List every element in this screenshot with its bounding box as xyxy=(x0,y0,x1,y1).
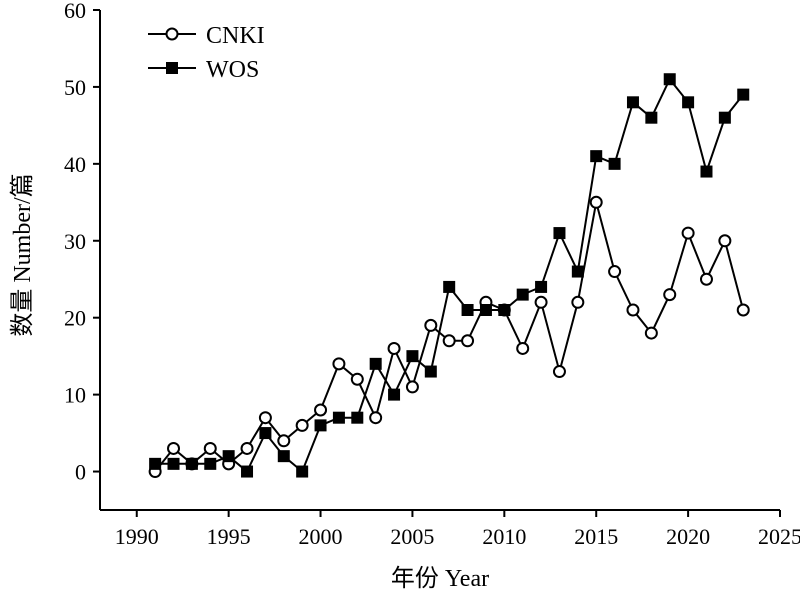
cnki-point-2005 xyxy=(405,380,419,394)
cnki-point-2001 xyxy=(332,357,346,371)
wos-point-2001 xyxy=(332,411,345,424)
wos-point-2014 xyxy=(571,265,584,278)
wos-point-2000 xyxy=(314,419,327,432)
x-tick-label-2025: 2025 xyxy=(758,524,800,549)
wos-point-1991 xyxy=(149,457,162,470)
cnki-point-2003 xyxy=(369,411,383,425)
y-tick-label-50: 50 xyxy=(64,75,86,100)
cnki-point-2016 xyxy=(608,265,622,279)
wos-point-2010 xyxy=(498,304,511,316)
cnki-point-1996 xyxy=(240,441,254,455)
cnki-point-2008 xyxy=(461,334,475,348)
cnki-point-2007 xyxy=(442,334,456,348)
wos-point-2009 xyxy=(479,304,492,316)
legend-cnki-label: CNKI xyxy=(206,23,265,49)
wos-point-2022 xyxy=(718,111,731,124)
wos-point-1995 xyxy=(222,450,235,463)
y-tick-label-20: 20 xyxy=(64,306,86,331)
wos-point-2005 xyxy=(406,350,419,363)
x-tick-label-2015: 2015 xyxy=(574,524,618,549)
y-tick-label-40: 40 xyxy=(64,152,86,177)
cnki-point-2018 xyxy=(644,326,658,340)
x-tick-label-2000: 2000 xyxy=(299,524,343,549)
axes xyxy=(99,10,780,511)
cnki-point-2013 xyxy=(552,365,566,379)
wos-point-2008 xyxy=(461,304,474,316)
legend-wos-label: WOS xyxy=(206,57,259,83)
wos-point-1993 xyxy=(185,457,198,470)
cnki-point-2019 xyxy=(663,288,677,302)
wos-point-2015 xyxy=(590,150,603,163)
wos-point-2003 xyxy=(369,357,382,370)
y-tick-label-0: 0 xyxy=(75,460,86,485)
x-tick-label-2020: 2020 xyxy=(666,524,710,549)
series-layer xyxy=(148,73,750,479)
cnki-point-2015 xyxy=(589,195,603,209)
y-tick-label-30: 30 xyxy=(64,229,86,254)
wos-point-2006 xyxy=(424,365,437,378)
cnki-point-2012 xyxy=(534,295,548,309)
cnki-point-2014 xyxy=(571,295,585,309)
ticks: 1990 1995 2000 2005 2010 2015 2020 2025 0 10 20 30 4… xyxy=(64,0,800,549)
wos-point-2021 xyxy=(700,165,713,178)
wos-line xyxy=(155,77,744,474)
cnki-point-2023 xyxy=(736,303,750,317)
legend-cnki-marker xyxy=(165,27,179,41)
cnki-point-2006 xyxy=(424,318,438,332)
wos-point-2019 xyxy=(663,73,676,86)
x-axis-title: 年份 Year xyxy=(391,565,489,592)
legend-wos-marker xyxy=(166,62,178,74)
cnki-point-2004 xyxy=(387,341,401,355)
legend: CNKI WOS xyxy=(148,23,265,83)
wos-point-2017 xyxy=(626,96,639,109)
wos-point-2002 xyxy=(351,411,364,424)
x-tick-label-2005: 2005 xyxy=(390,524,434,549)
wos-point-1992 xyxy=(167,457,180,470)
cnki-point-2011 xyxy=(516,341,530,355)
wos-point-2007 xyxy=(443,280,456,293)
cnki-point-1997 xyxy=(258,411,272,425)
y-tick-label-10: 10 xyxy=(64,383,86,408)
cnki-point-2002 xyxy=(350,372,364,386)
x-tick-label-1990: 1990 xyxy=(115,524,159,549)
cnki-point-1998 xyxy=(277,434,291,448)
y-tick-label-60: 60 xyxy=(64,0,86,23)
wos-point-2004 xyxy=(388,388,401,401)
cnki-point-1999 xyxy=(295,418,309,432)
cnki-point-1992 xyxy=(167,441,181,455)
cnki-point-1994 xyxy=(203,441,217,455)
wos-point-2023 xyxy=(737,88,750,101)
cnki-point-2022 xyxy=(718,234,732,248)
wos-point-1994 xyxy=(204,457,217,470)
wos-point-1998 xyxy=(277,450,290,463)
wos-point-2012 xyxy=(535,280,548,293)
x-tick-label-1995: 1995 xyxy=(207,524,251,549)
x-tick-label-2010: 2010 xyxy=(482,524,526,549)
wos-point-1999 xyxy=(296,465,309,478)
y-axis-title: 数量 Number/篇 xyxy=(9,173,36,336)
cnki-point-2021 xyxy=(699,272,713,286)
wos-point-2018 xyxy=(645,111,658,124)
wos-point-2013 xyxy=(553,227,566,240)
wos-point-1997 xyxy=(259,427,272,440)
cnki-point-2020 xyxy=(681,226,695,240)
cnki-point-2000 xyxy=(314,403,328,417)
wos-point-1996 xyxy=(241,465,254,478)
cnki-point-2017 xyxy=(626,303,640,317)
wos-point-2020 xyxy=(682,96,695,109)
wos-point-2016 xyxy=(608,157,621,170)
wos-point-2011 xyxy=(516,288,529,301)
